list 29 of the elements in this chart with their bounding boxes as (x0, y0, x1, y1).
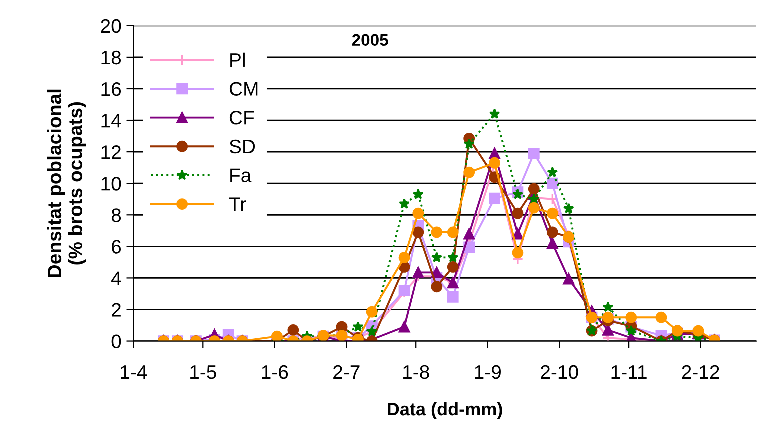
x-axis-title: Data (dd-mm) (388, 402, 502, 420)
x-tick-label: 1-5 (190, 366, 216, 380)
legend-label: CF (230, 111, 254, 125)
y-tick-label: 16 (102, 82, 122, 96)
y-tick-label: 18 (102, 50, 122, 65)
legend-label: SD (230, 140, 256, 154)
y-tick-label: 6 (112, 240, 122, 254)
y-tick-label: 12 (102, 146, 121, 160)
y-tick-label: 10 (102, 177, 122, 191)
x-tick-label: 1-8 (404, 365, 430, 380)
y-tick-label: 0 (112, 334, 122, 349)
legend-label: CM (230, 82, 258, 96)
legend-label: Fa (230, 168, 252, 182)
x-tick-label: 2-12 (682, 365, 720, 379)
y-axis-title: Densitat poblacional (% brots ocupats) (47, 90, 86, 278)
chart-title: 2005 (352, 34, 388, 46)
y-tick-label: 14 (102, 114, 122, 128)
y-tick-label: 4 (112, 272, 122, 286)
x-tick-label: 2-7 (334, 365, 360, 379)
x-tick-label: 1-11 (612, 366, 647, 379)
legend-label: Pl (230, 52, 245, 67)
legend-label: Tr (229, 198, 246, 212)
y-tick-label: 8 (112, 208, 122, 222)
x-tick-label: 1-6 (262, 365, 288, 380)
x-tick-label: 1-9 (475, 365, 501, 380)
x-tick-label: 1-4 (121, 366, 148, 379)
x-tick-label: 2-10 (541, 365, 578, 380)
y-tick-label: 20 (101, 19, 122, 34)
y-tick-label: 2 (112, 303, 121, 317)
